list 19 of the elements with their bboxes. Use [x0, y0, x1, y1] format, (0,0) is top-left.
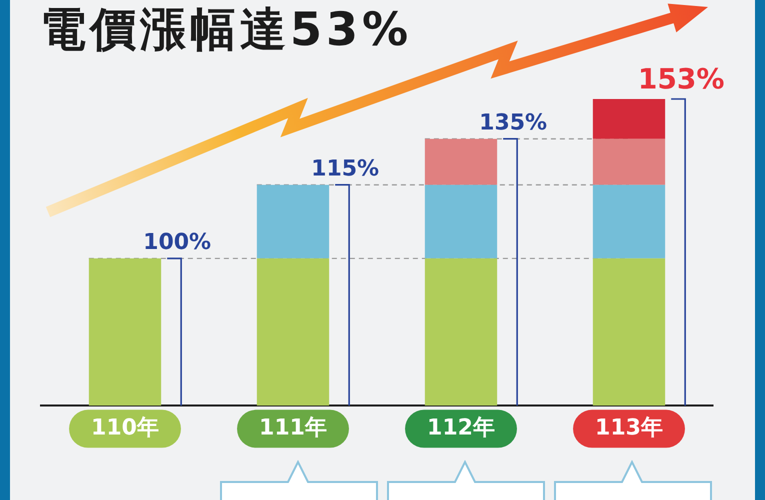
annotation: 115% [311, 156, 380, 182]
bar [592, 258, 666, 406]
annotation: 135% [479, 110, 548, 136]
bar [424, 258, 498, 406]
bar [424, 184, 498, 258]
x-tick-label: 113年 [595, 416, 663, 441]
x-tick-label: 110年 [91, 416, 159, 441]
bar [592, 184, 666, 258]
x-tick-label: 112年 [427, 416, 495, 441]
bar [88, 258, 162, 406]
x-tick-label: 111年 [259, 416, 327, 441]
bar [256, 184, 330, 258]
annotation: 100% [143, 230, 212, 256]
bar [424, 138, 498, 185]
annotation: 153% [638, 62, 724, 96]
bar [592, 138, 666, 185]
bar [256, 258, 330, 406]
chart-title: 電價漲幅達53% [40, 2, 412, 56]
bar [592, 99, 666, 139]
